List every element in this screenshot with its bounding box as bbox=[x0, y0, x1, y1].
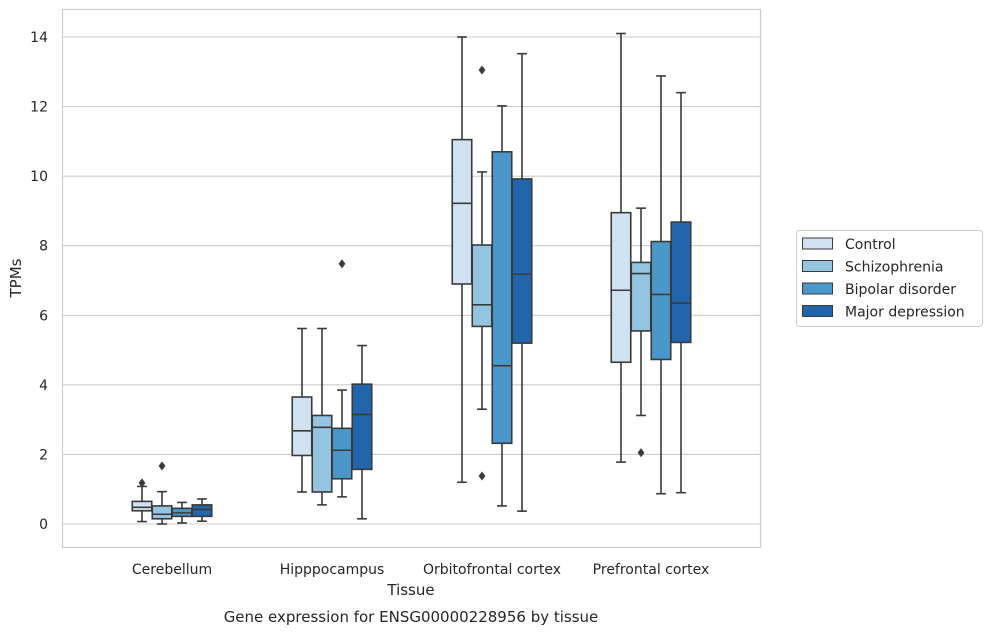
figure-caption: Gene expression for ENSG00000228956 by t… bbox=[224, 608, 599, 626]
x-tick-label: Cerebellum bbox=[132, 562, 212, 578]
y-axis-ticks: 0 2 4 6 8 10 12 14 bbox=[30, 30, 48, 533]
box-bipolar-disorder bbox=[650, 75, 672, 495]
iqr-box bbox=[451, 138, 473, 285]
box-major-depression bbox=[670, 91, 692, 494]
outlier-point bbox=[637, 448, 645, 458]
legend-swatch bbox=[802, 260, 833, 272]
y-tick-label: 10 bbox=[30, 169, 48, 185]
legend-frame bbox=[796, 230, 983, 327]
iqr-box bbox=[291, 396, 313, 457]
box-schizophrenia bbox=[630, 207, 652, 458]
plot-area-frame bbox=[61, 8, 762, 549]
iqr-box bbox=[331, 427, 353, 480]
box-major-depression bbox=[191, 498, 213, 523]
box-major-depression bbox=[351, 344, 373, 520]
box-schizophrenia bbox=[151, 461, 173, 525]
y-tick-label: 2 bbox=[39, 447, 48, 463]
iqr-box bbox=[131, 500, 153, 512]
iqr-box bbox=[610, 211, 632, 364]
outlier-point bbox=[338, 259, 346, 269]
y-tick-label: 0 bbox=[39, 517, 48, 533]
y-tick-label: 6 bbox=[39, 308, 48, 324]
legend-label: Schizophrenia bbox=[845, 260, 943, 276]
outlier-point bbox=[138, 478, 146, 488]
y-axis-label: TPMs bbox=[7, 258, 25, 298]
legend-label: Control bbox=[845, 237, 896, 253]
iqr-box bbox=[351, 383, 373, 471]
box-bipolar-disorder bbox=[171, 501, 193, 524]
iqr-box bbox=[491, 150, 513, 445]
legend-label: Bipolar disorder bbox=[845, 282, 956, 298]
legend-swatch bbox=[802, 237, 833, 250]
y-tick-label: 14 bbox=[30, 30, 48, 46]
x-tick-label: Hipppocampus bbox=[280, 562, 385, 578]
box-schizophrenia bbox=[311, 327, 333, 506]
legend-swatch bbox=[802, 282, 833, 295]
y-tick-label: 12 bbox=[30, 100, 48, 116]
x-axis-label: Tissue bbox=[386, 581, 434, 599]
iqr-box bbox=[670, 221, 692, 344]
iqr-box bbox=[650, 240, 672, 361]
box-major-depression bbox=[511, 52, 533, 512]
y-tick-label: 8 bbox=[39, 239, 48, 255]
box-bipolar-disorder bbox=[331, 259, 353, 498]
outlier-point bbox=[158, 461, 166, 471]
outlier-point bbox=[478, 471, 486, 481]
y-tick-label: 4 bbox=[39, 378, 48, 394]
box-control bbox=[451, 36, 473, 484]
gridlines bbox=[62, 36, 761, 525]
legend-label: Major depression bbox=[845, 305, 965, 321]
legend: Control Schizophrenia Bipolar disorder Majo… bbox=[796, 230, 983, 327]
iqr-box bbox=[191, 504, 213, 518]
box-control bbox=[131, 478, 153, 523]
x-axis-ticks: Cerebellum Hipppocampus Orbitofrontal cort… bbox=[132, 562, 709, 578]
iqr-box bbox=[471, 244, 493, 328]
boxes bbox=[131, 32, 692, 525]
iqr-box bbox=[511, 178, 533, 344]
iqr-box bbox=[630, 261, 652, 332]
box-bipolar-disorder bbox=[491, 105, 513, 507]
legend-swatch bbox=[802, 305, 833, 317]
x-tick-label: Orbitofrontal cortex bbox=[423, 562, 561, 578]
x-tick-label: Prefrontal cortex bbox=[593, 562, 710, 578]
outlier-point bbox=[478, 65, 486, 75]
box-control bbox=[291, 327, 313, 493]
box-control bbox=[610, 32, 632, 463]
iqr-box bbox=[151, 505, 173, 520]
box-schizophrenia bbox=[471, 65, 493, 481]
